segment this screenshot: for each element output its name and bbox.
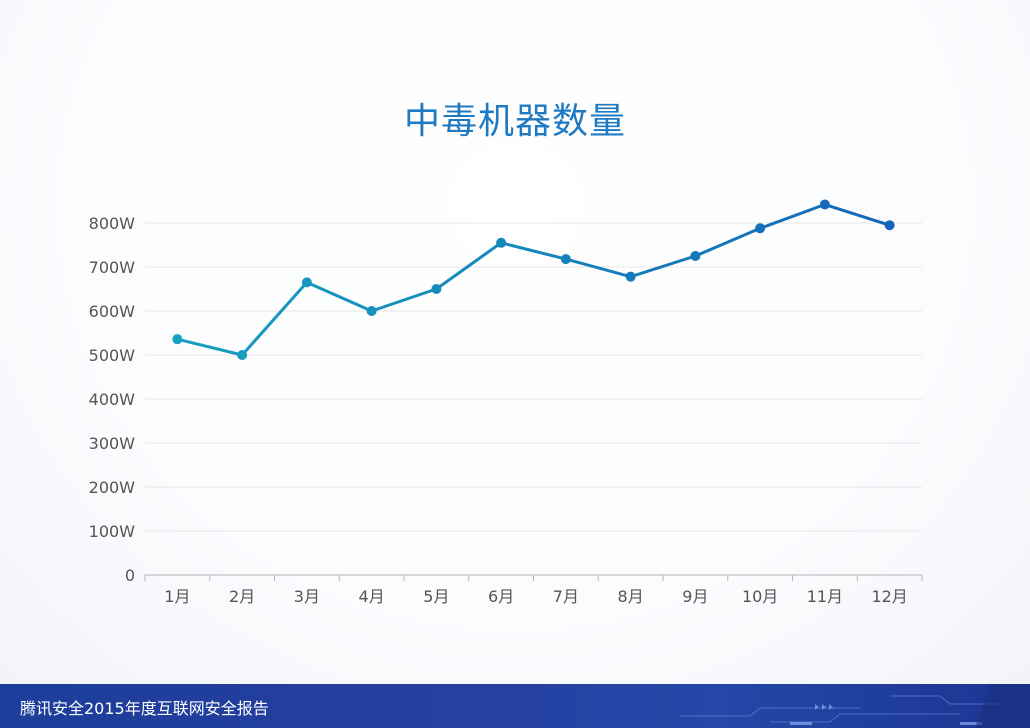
x-tick-label: 5月 [423,587,449,606]
y-tick-label: 800W [89,214,136,233]
x-tick-label: 3月 [294,587,320,606]
footer-bar: 腾讯安全2015年度互联网安全报告 [0,684,1030,728]
page-background [0,0,1030,684]
y-tick-label: 500W [89,346,136,365]
x-tick-label: 2月 [229,587,255,606]
data-point [625,271,636,282]
data-point [496,237,507,248]
x-tick-label: 8月 [618,587,644,606]
x-tick-label: 1月 [164,587,190,606]
circuit-decoration [680,684,1030,728]
series-line-path [177,203,891,357]
data-point [755,223,766,234]
page-title: 中毒机器数量 [403,101,626,142]
x-axis-tick-labels: 1月 2月 3月 4月 5月 6月 7月 8月 9月 10月 11月 12月 [164,587,908,606]
y-tick-label: 100W [89,522,136,541]
y-tick-label: 200W [89,478,136,497]
data-point [560,254,571,265]
line-chart: 0 100W 200W 300W 400W 500W 600W 700W 800W 1月 2月 3月… [89,199,923,606]
x-tick-label: 7月 [553,587,579,606]
y-tick-label: 300W [89,434,136,453]
data-point [884,220,895,231]
y-tick-label: 600W [89,302,136,321]
gridlines [145,222,922,532]
data-point [366,306,377,316]
data-point [431,284,442,294]
data-point [301,277,312,288]
series-points [172,199,895,360]
series-line [177,203,891,357]
footer-text: 腾讯安全2015年度互联网安全报告 [20,699,269,718]
y-tick-label: 700W [89,258,136,277]
x-tick-label: 4月 [359,587,385,606]
data-point [819,199,830,210]
y-tick-label: 0 [125,566,135,585]
data-point [237,350,248,360]
x-tick-label: 12月 [871,587,907,606]
y-tick-label: 400W [89,390,136,409]
x-tick-label: 6月 [488,587,514,606]
x-axis [144,574,923,581]
x-tick-label: 9月 [682,587,708,606]
x-tick-label: 11月 [807,587,843,606]
x-tick-label: 10月 [742,587,778,606]
y-axis-tick-labels: 0 100W 200W 300W 400W 500W 600W 700W 800W [89,214,136,585]
data-point [172,334,183,345]
data-point [690,251,701,261]
